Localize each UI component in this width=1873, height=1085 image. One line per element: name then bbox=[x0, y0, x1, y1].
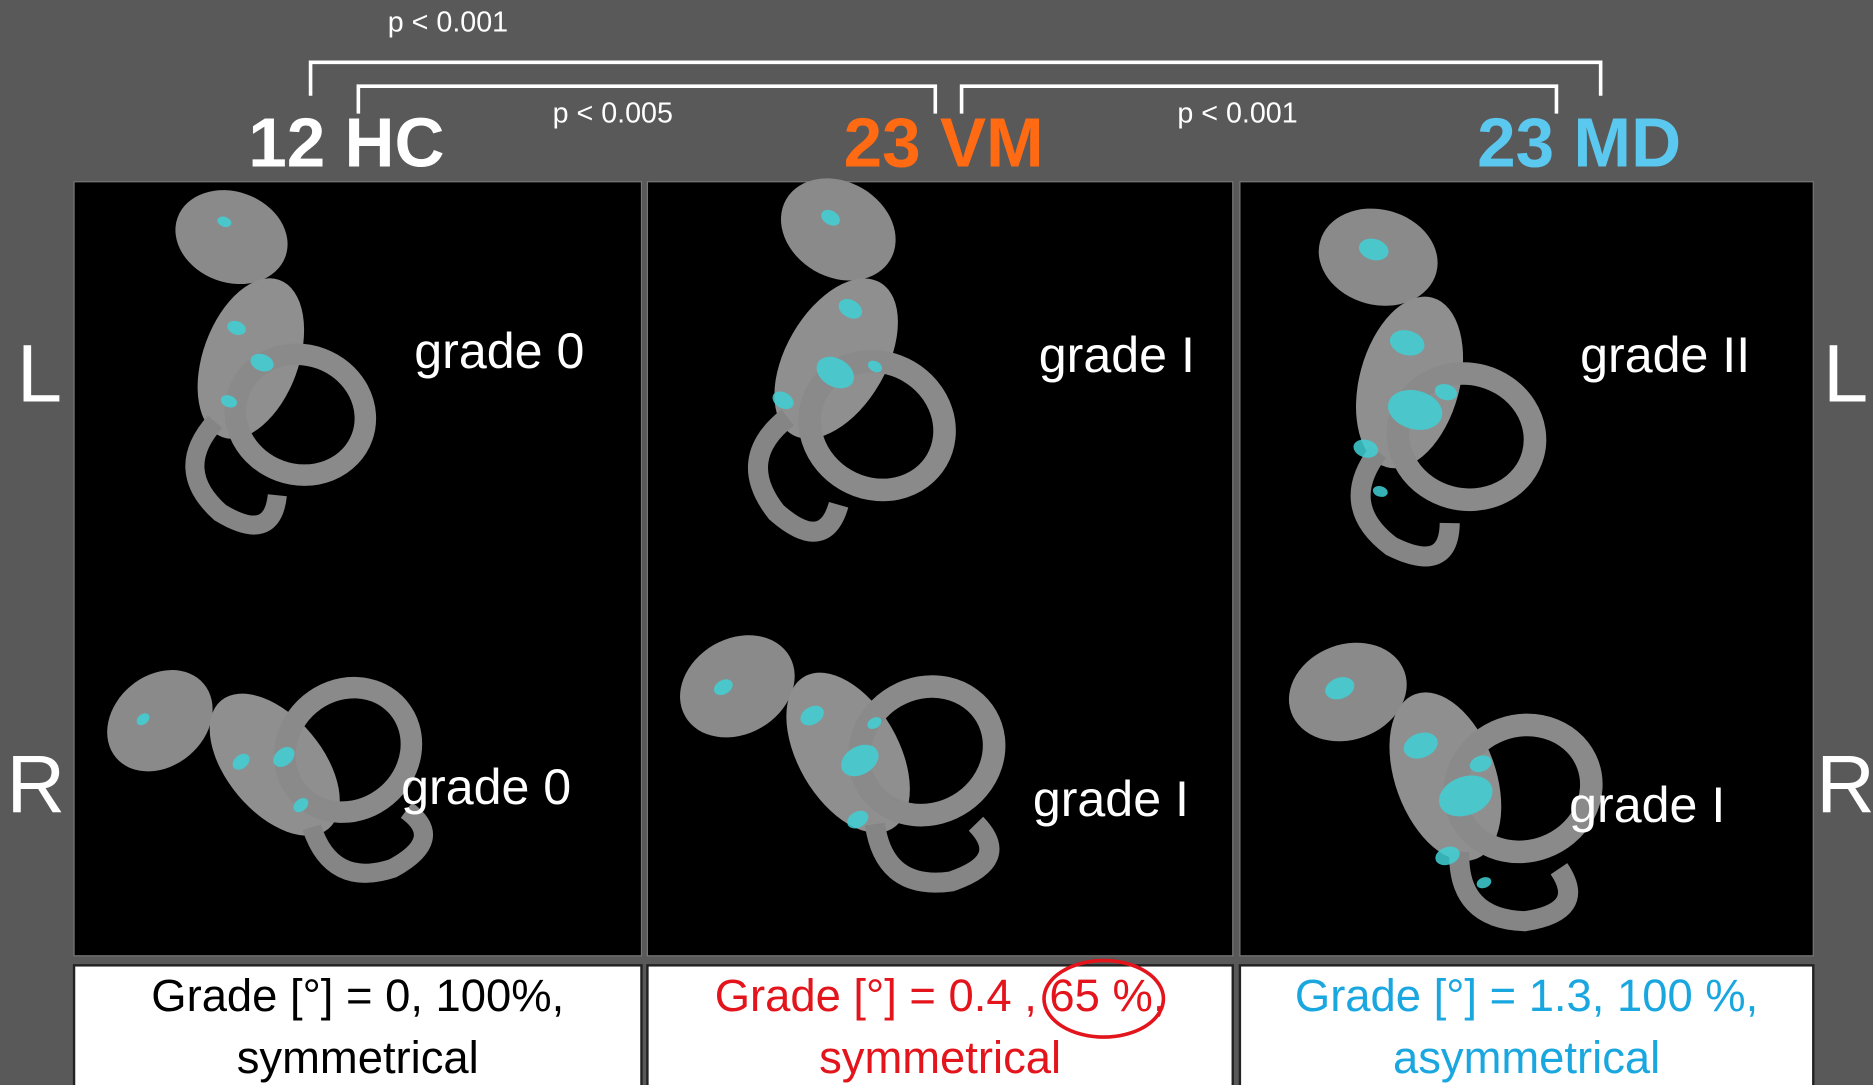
grade-label: grade 0 bbox=[414, 323, 584, 379]
image-panel bbox=[74, 182, 641, 956]
side-label: R bbox=[1816, 739, 1873, 830]
summary-text: Grade [°] = 1.3, 100 %, bbox=[1295, 970, 1758, 1021]
grade-label: grade I bbox=[1569, 777, 1725, 833]
grade-label: grade I bbox=[1039, 327, 1195, 383]
group-title: 12 HC bbox=[248, 104, 444, 182]
page: p < 0.001 p < 0.005 p < 0.001 L R L R 12… bbox=[0, 0, 1873, 1085]
grade-label: grade II bbox=[1580, 327, 1750, 383]
p-value: p < 0.001 bbox=[1177, 97, 1297, 129]
group-title: 23 VM bbox=[844, 104, 1044, 182]
p-value: p < 0.001 bbox=[388, 7, 508, 39]
image-panel bbox=[1240, 182, 1813, 956]
summary-text: Grade [°] = 0.4 , 65 %, bbox=[715, 970, 1166, 1021]
side-label: L bbox=[17, 328, 62, 419]
summary-text: symmetrical bbox=[237, 1032, 479, 1083]
side-label: R bbox=[7, 739, 66, 830]
grade-label: grade I bbox=[1033, 771, 1189, 827]
p-value: p < 0.005 bbox=[553, 97, 673, 129]
summary-text: Grade [°] = 0, 100%, bbox=[151, 970, 564, 1021]
image-panel bbox=[647, 182, 1232, 956]
figure: p < 0.001 p < 0.005 p < 0.001 L R L R 12… bbox=[0, 0, 1873, 1085]
side-label: L bbox=[1823, 328, 1868, 419]
summary-text: symmetrical bbox=[819, 1032, 1061, 1083]
group-title: 23 MD bbox=[1477, 104, 1681, 182]
grade-label: grade 0 bbox=[401, 759, 571, 815]
summary-text: asymmetrical bbox=[1393, 1032, 1660, 1083]
